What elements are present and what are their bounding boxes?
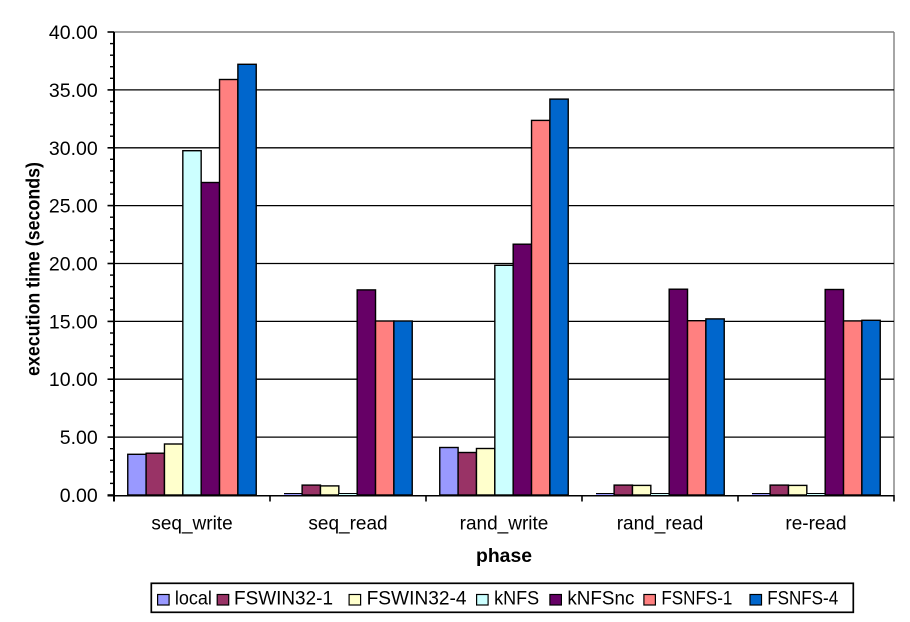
svg-text:rand_read: rand_read	[617, 514, 704, 535]
svg-text:40.00: 40.00	[49, 22, 98, 44]
svg-text:re-read: re-read	[785, 514, 846, 535]
svg-text:5.00: 5.00	[60, 427, 98, 449]
svg-text:local: local	[175, 588, 212, 609]
svg-text:20.00: 20.00	[49, 254, 98, 276]
svg-text:FSWIN32-1: FSWIN32-1	[234, 588, 333, 609]
svg-text:0.00: 0.00	[60, 485, 98, 507]
svg-text:10.00: 10.00	[49, 369, 98, 391]
svg-text:30.00: 30.00	[49, 138, 98, 160]
svg-text:25.00: 25.00	[49, 196, 98, 218]
svg-text:FSNFS-4: FSNFS-4	[767, 588, 838, 609]
svg-text:phase: phase	[476, 546, 532, 567]
svg-text:rand_write: rand_write	[460, 514, 549, 535]
svg-text:FSWIN32-4: FSWIN32-4	[367, 588, 467, 609]
svg-text:15.00: 15.00	[49, 311, 98, 333]
svg-text:seq_read: seq_read	[308, 514, 387, 535]
svg-text:kNFSnc: kNFSnc	[567, 588, 634, 609]
svg-text:35.00: 35.00	[49, 80, 98, 102]
svg-text:FSNFS-1: FSNFS-1	[661, 588, 732, 609]
svg-text:seq_write: seq_write	[151, 514, 232, 535]
svg-text:kNFS: kNFS	[494, 588, 539, 609]
svg-text:execution time (seconds): execution time (seconds)	[24, 162, 45, 376]
